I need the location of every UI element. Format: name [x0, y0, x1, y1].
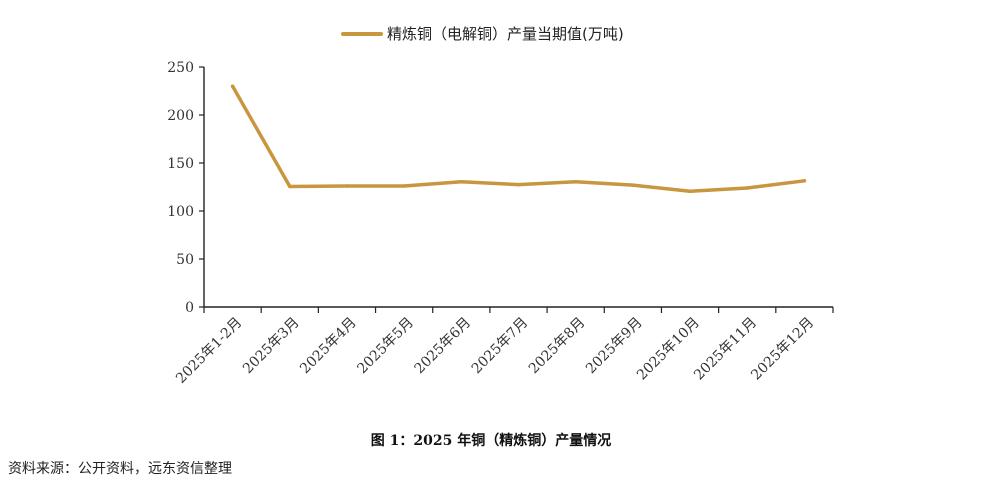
data-point	[345, 184, 349, 188]
data-point	[459, 179, 464, 184]
series-layer	[230, 84, 807, 194]
y-tick-label: 250	[167, 60, 194, 76]
series-line	[230, 84, 807, 194]
data-point	[688, 189, 692, 194]
x-tick-label: 2025年5月	[354, 315, 417, 378]
x-tick-label: 2025年8月	[526, 315, 589, 378]
x-tick-label: 2025年6月	[412, 315, 475, 378]
data-point	[745, 186, 749, 190]
legend-label: 精炼铜（电解铜）产量当期值(万吨)	[387, 25, 624, 43]
x-tick-label: 2025年3月	[240, 315, 303, 378]
data-point	[573, 179, 578, 184]
x-tick-label: 2025年7月	[469, 315, 532, 378]
data-point	[802, 179, 807, 183]
y-tick-label: 150	[167, 156, 194, 172]
x-tick-label: 2025年9月	[583, 315, 646, 378]
legend: 精炼铜（电解铜）产量当期值(万吨)	[341, 25, 624, 43]
data-point	[288, 184, 292, 189]
data-point	[402, 184, 406, 188]
x-axis-ticks: 2025年1-2月2025年3月2025年4月2025年5月2025年6月202…	[173, 307, 834, 387]
data-point	[631, 183, 635, 187]
y-tick-label: 100	[167, 204, 194, 220]
y-tick-label: 50	[176, 252, 194, 268]
figure-caption: 图 1：2025 年铜（精炼铜）产量情况	[370, 433, 612, 449]
y-tick-label: 200	[167, 108, 194, 124]
data-point	[516, 182, 521, 187]
x-tick-label: 2025年1-2月	[173, 315, 245, 387]
source-note: 资料来源：公开资料，远东资信整理	[8, 461, 232, 477]
data-point	[230, 84, 235, 88]
y-axis-ticks: 0 50 100 150 200 250	[167, 60, 204, 316]
x-tick-label: 2025年4月	[297, 315, 360, 378]
y-tick-label: 0	[185, 300, 194, 316]
